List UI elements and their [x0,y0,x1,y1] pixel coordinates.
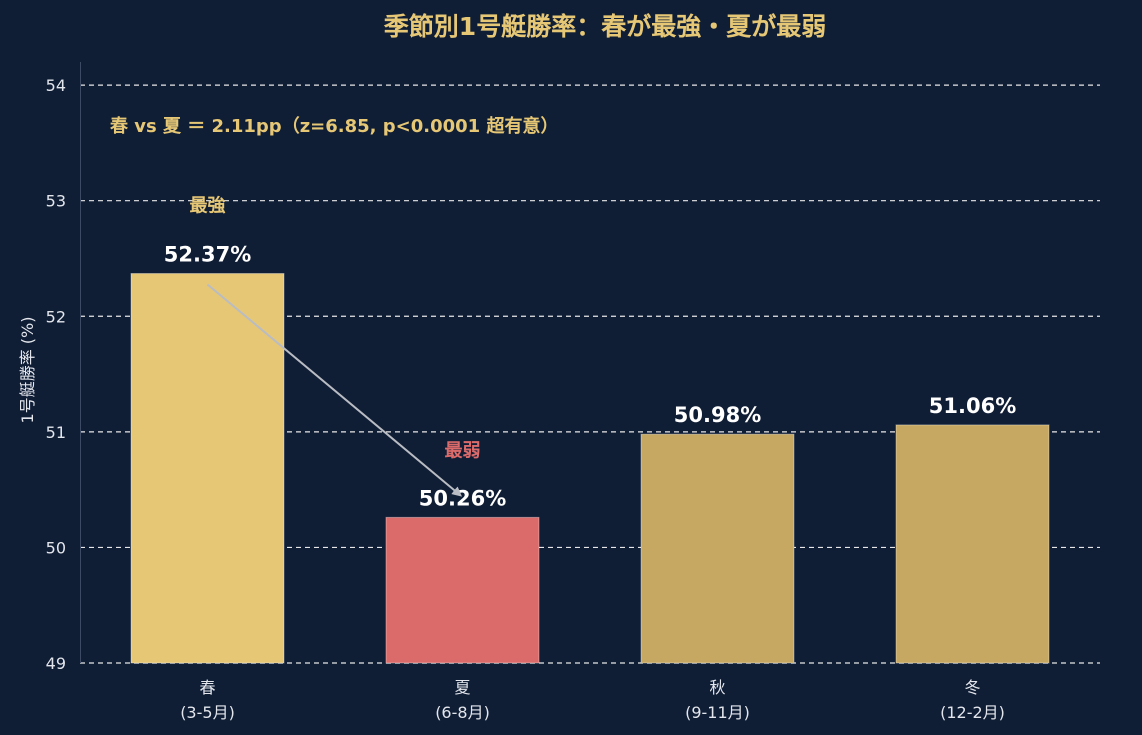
x-tick-months: (9-11月) [685,703,750,722]
weakest-annotation: 最弱 [445,440,481,461]
y-tick-label: 54 [46,76,66,95]
bar-0 [130,273,285,664]
bar-1 [385,516,540,664]
y-tick-label: 51 [46,423,66,442]
bar-3 [895,424,1050,664]
y-axis-label: 1号艇勝率 (%) [18,317,37,424]
x-tick-labels: 春 (3-5月) 夏 (6-8月) 秋 (9-11月) 冬 (12-2月) [180,678,1005,722]
x-tick-months: (6-8月) [435,703,490,722]
strongest-annotation: 最強 [190,195,226,217]
y-tick-label: 52 [46,307,66,326]
x-tick-season: 秋 [709,678,725,697]
value-label: 52.37% [164,243,251,267]
y-tick-label: 50 [46,538,66,557]
spring-to-summer-arrow [206,283,463,497]
value-label: 50.26% [419,486,506,510]
x-tick-season: 春 [199,678,215,697]
value-labels: 52.37% 50.26% 50.98% 51.06% [164,243,1016,511]
y-tick-labels: 49 50 51 52 53 54 [46,76,66,673]
bars [130,273,1050,664]
x-tick-months: (12-2月) [940,703,1005,722]
stat-annotation: 春 vs 夏 ＝ 2.11pp（z=6.85, p<0.0001 超有意） [110,115,558,137]
x-tick-season: 冬 [964,678,980,697]
x-tick-season: 夏 [454,678,470,697]
value-label: 51.06% [929,394,1016,418]
bar-2 [640,433,795,664]
y-tick-label: 49 [46,654,66,673]
y-tick-label: 53 [46,192,66,211]
value-label: 50.98% [674,403,761,427]
x-tick-months: (3-5月) [180,703,235,722]
chart-title: 季節別1号艇勝率：春が最強・夏が最弱 [384,12,826,41]
